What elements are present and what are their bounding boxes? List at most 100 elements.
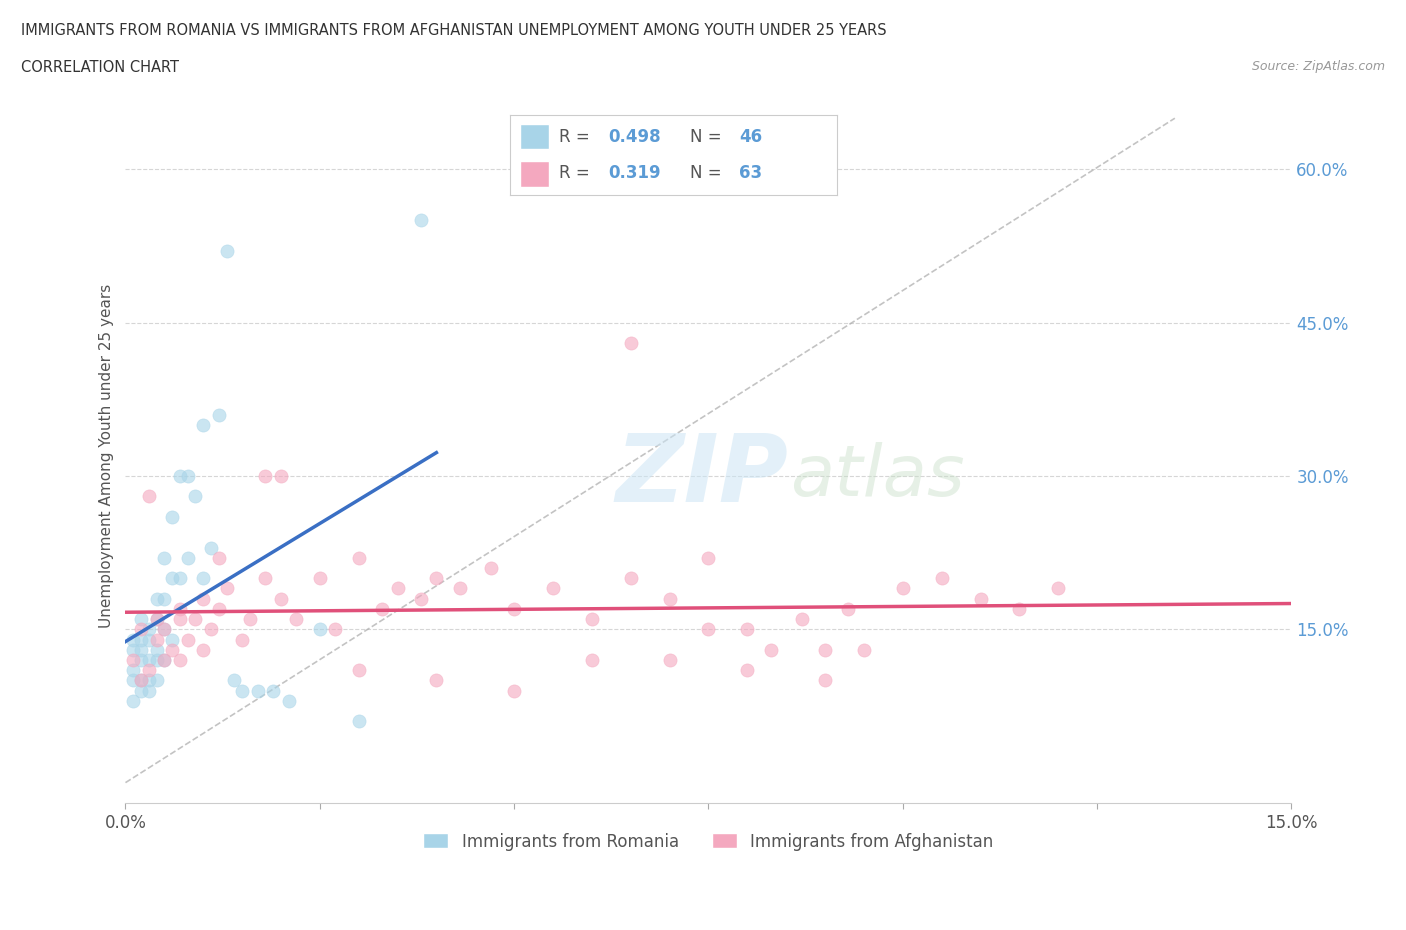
Point [246, 684, 269, 698]
Text: Source: ZipAtlas.com: Source: ZipAtlas.com [1251, 60, 1385, 73]
Y-axis label: Unemployment Among Youth under 25 years: Unemployment Among Youth under 25 years [100, 284, 114, 628]
Point [277, 694, 299, 709]
Point [129, 622, 152, 637]
Point [215, 581, 238, 596]
Point [409, 591, 432, 606]
Point [231, 684, 253, 698]
Point [231, 632, 253, 647]
Point [160, 632, 183, 647]
Point [145, 612, 167, 627]
Point [153, 653, 176, 668]
Point [169, 653, 191, 668]
Point [169, 612, 191, 627]
Point [208, 602, 231, 617]
Point [138, 632, 160, 647]
Legend: Immigrants from Romania, Immigrants from Afghanistan: Immigrants from Romania, Immigrants from… [416, 826, 1000, 857]
Point [891, 581, 914, 596]
Point [503, 602, 526, 617]
Point [153, 591, 176, 606]
Point [814, 643, 837, 658]
Point [176, 632, 198, 647]
Point [122, 663, 145, 678]
Point [138, 684, 160, 698]
Point [145, 632, 167, 647]
Point [169, 571, 191, 586]
Point [153, 551, 176, 565]
Point [129, 632, 152, 647]
Point [270, 591, 292, 606]
Point [138, 489, 160, 504]
Point [737, 622, 759, 637]
Point [308, 571, 330, 586]
Point [262, 684, 284, 698]
Point [581, 653, 603, 668]
Point [129, 673, 152, 688]
Point [153, 653, 176, 668]
Point [122, 694, 145, 709]
Point [308, 622, 330, 637]
Point [409, 213, 432, 228]
Point [347, 663, 370, 678]
Point [160, 571, 183, 586]
Point [697, 551, 720, 565]
Point [160, 643, 183, 658]
Point [737, 663, 759, 678]
Point [145, 653, 167, 668]
Point [697, 622, 720, 637]
Point [658, 591, 681, 606]
Point [208, 551, 231, 565]
Point [208, 407, 231, 422]
Point [169, 602, 191, 617]
Point [347, 714, 370, 729]
Point [852, 643, 875, 658]
Point [200, 622, 222, 637]
Text: CORRELATION CHART: CORRELATION CHART [21, 60, 179, 75]
Point [387, 581, 409, 596]
Point [160, 510, 183, 525]
Point [169, 469, 191, 484]
Point [759, 643, 782, 658]
Point [138, 653, 160, 668]
Point [145, 643, 167, 658]
Point [224, 673, 246, 688]
Point [176, 469, 198, 484]
Point [270, 469, 292, 484]
Point [153, 622, 176, 637]
Point [153, 622, 176, 637]
Point [193, 571, 215, 586]
Point [790, 612, 813, 627]
Point [138, 663, 160, 678]
Point [1047, 581, 1070, 596]
Point [138, 673, 160, 688]
Point [145, 673, 167, 688]
Point [122, 632, 145, 647]
Point [425, 673, 447, 688]
Point [479, 561, 502, 576]
Point [620, 571, 643, 586]
Point [122, 643, 145, 658]
Point [184, 489, 207, 504]
Point [122, 653, 145, 668]
Point [285, 612, 308, 627]
Point [503, 684, 526, 698]
Point [254, 469, 277, 484]
Text: ZIP: ZIP [616, 431, 787, 523]
Point [176, 551, 198, 565]
Point [658, 653, 681, 668]
Point [129, 673, 152, 688]
Point [1008, 602, 1031, 617]
Point [837, 602, 859, 617]
Text: IMMIGRANTS FROM ROMANIA VS IMMIGRANTS FROM AFGHANISTAN UNEMPLOYMENT AMONG YOUTH : IMMIGRANTS FROM ROMANIA VS IMMIGRANTS FR… [21, 23, 887, 38]
Point [371, 602, 394, 617]
Point [969, 591, 991, 606]
Point [122, 673, 145, 688]
Point [129, 643, 152, 658]
Point [425, 571, 447, 586]
Point [184, 612, 207, 627]
Point [145, 591, 167, 606]
Point [200, 540, 222, 555]
Point [239, 612, 262, 627]
Point [193, 591, 215, 606]
Point [449, 581, 471, 596]
Point [138, 622, 160, 637]
